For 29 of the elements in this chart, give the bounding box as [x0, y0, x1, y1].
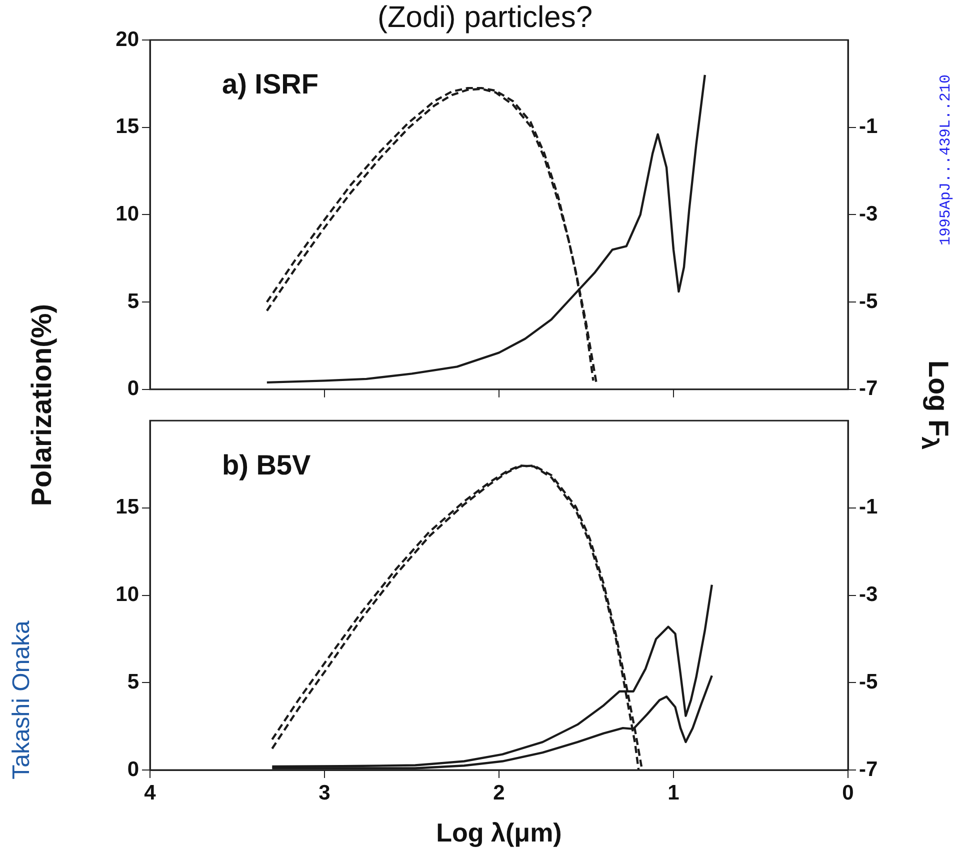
y2-tick-label: -7 [859, 377, 878, 400]
chart-title: (Zodi) particles? [377, 1, 593, 34]
y-axis-title: Polarization(%) [26, 304, 58, 506]
annotation: b) B5V [222, 449, 311, 480]
annotation: a) ISRF [222, 68, 318, 100]
x-tick-label: 4 [144, 781, 156, 804]
y-tick-label: 0 [127, 758, 139, 781]
y2-tick-label: -5 [859, 290, 878, 313]
x-tick-label: 3 [318, 781, 330, 804]
y2-tick-label: -1 [859, 115, 878, 138]
y2-tick-label: -7 [859, 758, 878, 781]
y-tick-label: 15 [116, 115, 140, 138]
x-tick-label: 0 [842, 781, 854, 804]
x-tick-label: 2 [493, 781, 505, 804]
y-tick-label: 20 [116, 28, 139, 51]
y-tick-label: 5 [127, 290, 140, 313]
text: 1995ApJ...439L..210 [938, 74, 954, 246]
x-tick-label: 1 [668, 781, 680, 804]
y2-tick-label: -5 [859, 670, 878, 694]
y-tick-label: 10 [116, 202, 139, 226]
y-tick-label: 0 [127, 377, 139, 400]
x-axis-title: Log λ(μm) [436, 818, 562, 848]
y-tick-label: 15 [116, 496, 140, 519]
y-tick-label: 10 [116, 583, 139, 606]
text: Takashi Onaka [8, 620, 36, 780]
y2-tick-label: -3 [859, 583, 878, 606]
y2-tick-label: -3 [859, 202, 878, 226]
y-tick-label: 5 [127, 670, 140, 694]
y2-tick-label: -1 [859, 496, 878, 519]
